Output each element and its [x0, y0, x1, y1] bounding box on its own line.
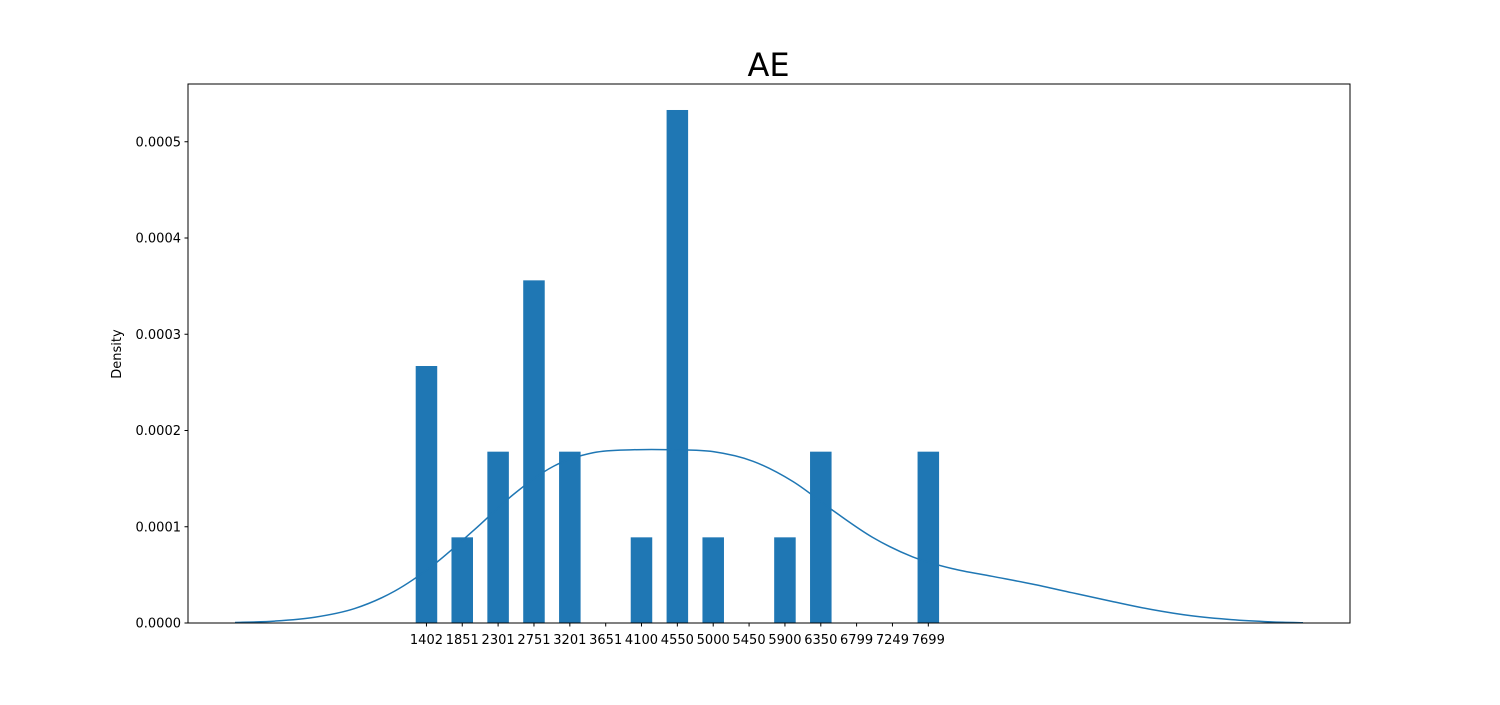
x-tick-label: 6350: [804, 633, 837, 648]
y-tick-label: 0.0002: [136, 424, 182, 439]
x-tick-label: 5000: [697, 633, 730, 648]
histogram-bar: [559, 451, 581, 623]
plot-frame: [187, 83, 1351, 624]
histogram-bar: [523, 280, 545, 623]
y-axis-label: Density: [110, 329, 125, 379]
histogram-bar: [810, 451, 832, 623]
y-tick-label: 0.0005: [136, 135, 182, 150]
histogram-bar: [487, 451, 509, 623]
x-tick-label: 2751: [517, 633, 550, 648]
x-tick-label: 3201: [553, 633, 586, 648]
chart-title: AE: [747, 46, 789, 84]
x-tick-label: 2301: [482, 633, 515, 648]
y-tick-label: 0.0000: [136, 617, 182, 632]
x-tick-label: 5450: [733, 633, 766, 648]
x-tick-label: 1851: [446, 633, 479, 648]
histogram-bar: [630, 537, 653, 623]
y-tick-label: 0.0003: [136, 328, 182, 343]
histogram-bar: [774, 537, 796, 623]
x-tick-label: 1402: [410, 633, 443, 648]
x-tick-label: 6799: [840, 633, 873, 648]
histogram-bar: [666, 109, 689, 624]
y-tick-label: 0.0001: [136, 520, 182, 535]
histogram-bar: [917, 451, 940, 623]
y-ticks-layer: 0.0000 0.0001 0.0002 0.0003 0.0004 0.0005: [136, 135, 188, 632]
kde-layer: [234, 448, 1303, 624]
x-tick-label: 7699: [912, 633, 945, 648]
histogram-bar: [451, 537, 473, 623]
x-tick-label: 7249: [876, 633, 909, 648]
x-tick-label: 4550: [661, 633, 694, 648]
x-ticks-layer: 1402 1851 2301 2751 3201 3651 4100 4550 5000 5450…: [410, 623, 945, 648]
histogram-bar: [415, 366, 438, 623]
y-tick-label: 0.0004: [136, 232, 182, 247]
kde-density-line: [234, 448, 1303, 624]
bars-layer: [415, 109, 940, 624]
x-tick-label: 5900: [768, 633, 801, 648]
x-tick-label: 4100: [625, 633, 658, 648]
histogram-bar: [702, 537, 724, 623]
x-tick-label: 3651: [589, 633, 622, 648]
